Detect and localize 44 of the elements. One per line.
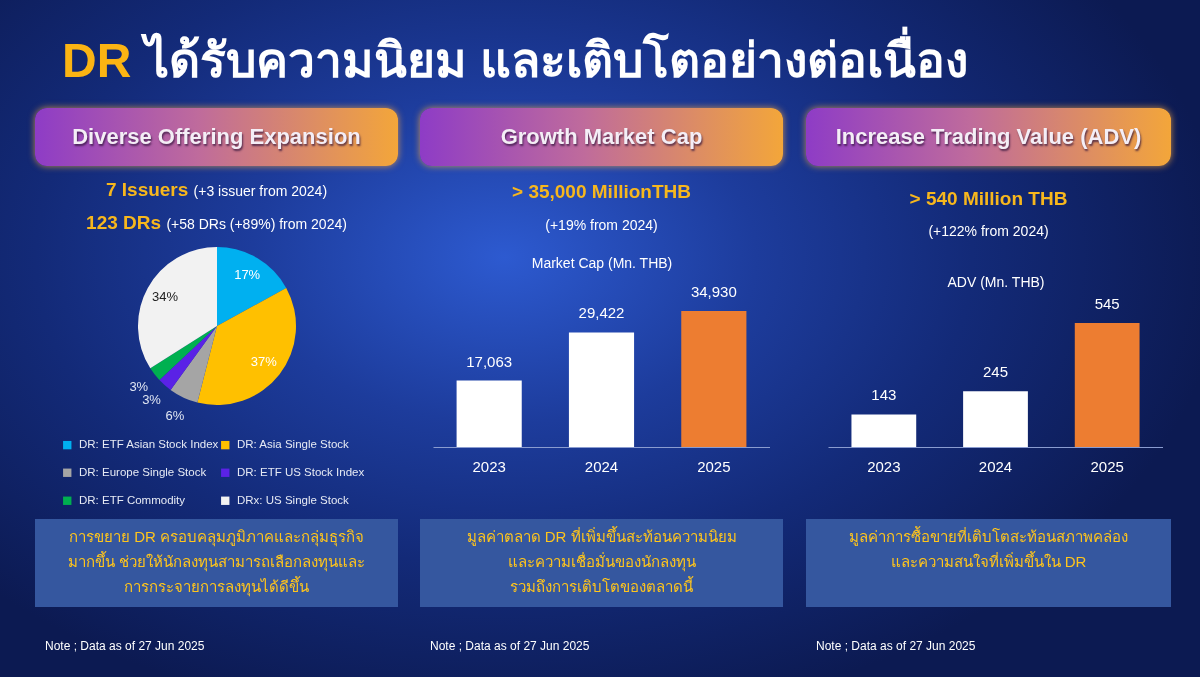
data-label: 143 — [871, 386, 897, 404]
chart-title: Growth Market Cap — [499, 124, 704, 150]
data-label: 34,930 — [690, 283, 737, 300]
pie-slice — [216, 247, 286, 326]
text: มูลค่าการซื้อขายที่เติบโตสะท้อนสภาพคล่อง และความสนใจที่เพิ่มขึ้นใน DR — [848, 525, 1129, 572]
data-label: 29,422 — [578, 304, 625, 322]
data-label: 545 — [1094, 295, 1120, 312]
pie-slice — [158, 326, 217, 390]
data-label: 34% — [151, 289, 179, 305]
x-tick-label: 2025 — [1090, 457, 1124, 475]
x-tick-label: 2025 — [697, 457, 731, 475]
x-tick-label: 2023 — [472, 457, 506, 475]
legend-label: DR: ETF Commodity — [78, 493, 185, 506]
legend-label: DR: ETF Asian Stock Index — [78, 438, 219, 451]
legend-label: DR: ETF US Stock Index — [236, 465, 364, 478]
data-label: 6% — [164, 407, 185, 423]
x-tick-label: 2024 — [584, 457, 619, 475]
legend-label: DRx: US Single Stock — [236, 493, 349, 506]
text: Note ; Data as of 27 Jun 2025 — [45, 639, 205, 653]
data-label: 17% — [233, 267, 261, 282]
data-label: 245 — [982, 363, 1009, 381]
text: มูลค่าตลาด DR ที่เพิ่มขึ้นสะท้อนความนิยม และความเชื่อมั่นของนักลงทุน รวมถึงการเติบโตของตลาดนี้ — [465, 525, 738, 597]
pie-slice — [196, 287, 296, 405]
chart-title: Diverse Offering Expansion — [71, 124, 362, 150]
data-label: 17,063 — [466, 352, 513, 370]
text: การขยาย DR ครอบคลุมภูมิภาคและกลุ่มธุรกิจ มากขึ้น ช่วยให้นักลงทุนสามารถเลือกลงทุนและ การกระจายการลงทุนได้ดีขึ้น — [66, 527, 367, 599]
x-tick-label: 2023 — [867, 457, 901, 475]
pie-slice — [170, 326, 217, 403]
text: Note ; Data as of 27 Jun 2025 — [816, 639, 976, 653]
chart-subtitle: > 35,000 MillionTHB (+19% from 2024) — [512, 181, 691, 233]
chart-title: Increase Trading Value (ADV) — [834, 124, 1143, 150]
data-label: 3% — [128, 378, 149, 394]
data-label: 3% — [141, 392, 161, 408]
text: Note ; Data as of 27 Jun 2025 — [430, 639, 590, 653]
x-tick-label: 2024 — [978, 457, 1013, 475]
data-label: 37% — [250, 354, 277, 370]
chart-subtitle: > 540 Million THB (+122% from 2024) — [909, 188, 1068, 239]
y-axis-title: Market Cap (Mn. THB) — [531, 254, 673, 271]
pie-slice — [137, 247, 217, 369]
pie-slice — [149, 326, 217, 381]
text: 7 Issuers (+3 issuer from 2024) 123 DRs (+58 DRs (+89%) from 2024) — [86, 179, 347, 233]
legend-label: DR: Europe Single Stock — [78, 465, 206, 478]
legend-label: DR: Asia Single Stock — [236, 438, 349, 451]
y-axis-title: ADV (Mn. THB) — [947, 273, 1045, 290]
